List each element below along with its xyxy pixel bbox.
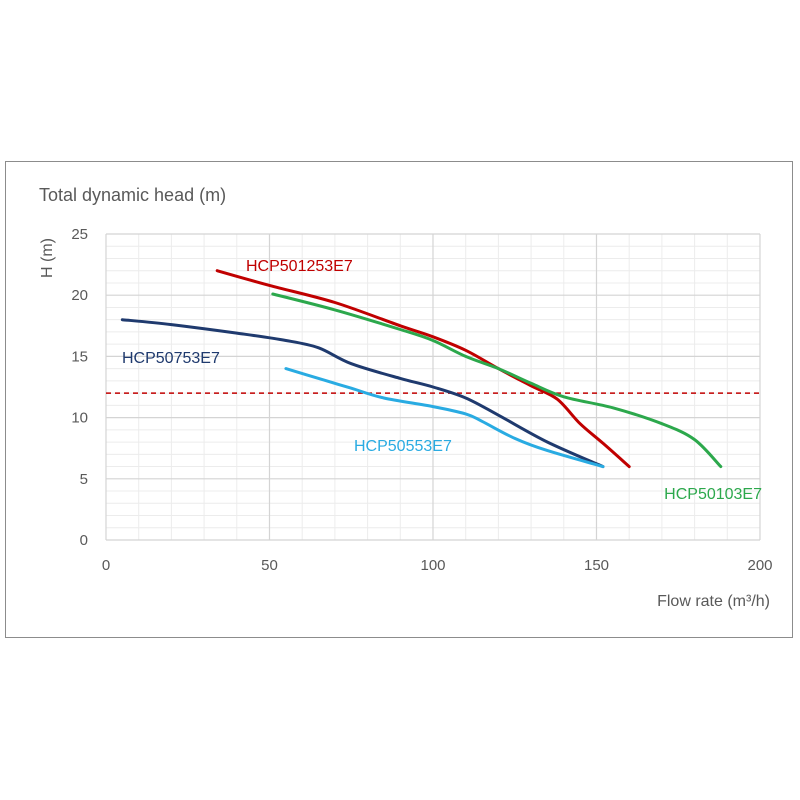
series-line-hcp50553e7 [284,367,605,469]
series-label-hcp50753e7: HCP50753E7 [122,350,220,367]
series-line-hcp501253e7 [215,269,631,469]
y-axis-title: H (m) [39,238,56,278]
chart-frame: Total dynamic head (m) H (m) Flow rate (… [5,161,793,638]
x-tick-label: 0 [102,557,110,574]
x-tick-label: 100 [420,557,445,574]
series-label-hcp50553e7: HCP50553E7 [354,438,452,455]
chart-title: Total dynamic head (m) [39,185,226,205]
line-chart: Total dynamic head (m) H (m) Flow rate (… [39,185,773,610]
x-tick-label: 150 [584,557,609,574]
series-line-hcp50753e7 [120,318,605,469]
major-gridlines [105,233,761,541]
y-tick-label: 0 [80,532,88,549]
series-group [120,269,723,469]
x-axis-title: Flow rate (m³/h) [657,593,770,610]
tick-labels: 0 50 100 150 200 0 5 10 15 20 25 [71,226,772,574]
series-label-hcp501253e7: HCP501253E7 [246,258,353,275]
y-tick-label: 10 [71,410,88,427]
series-label-hcp50103e7: HCP50103E7 [664,486,762,503]
y-tick-label: 5 [80,471,88,488]
series-labels: HCP501253E7 HCP50103E7 HCP50753E7 HCP50553E… [122,258,762,503]
y-tick-label: 25 [71,226,88,243]
x-tick-label: 50 [261,557,278,574]
x-tick-label: 200 [747,557,772,574]
series-line-hcp50103e7 [271,292,723,469]
y-tick-label: 20 [71,287,88,304]
y-tick-label: 15 [71,348,88,365]
